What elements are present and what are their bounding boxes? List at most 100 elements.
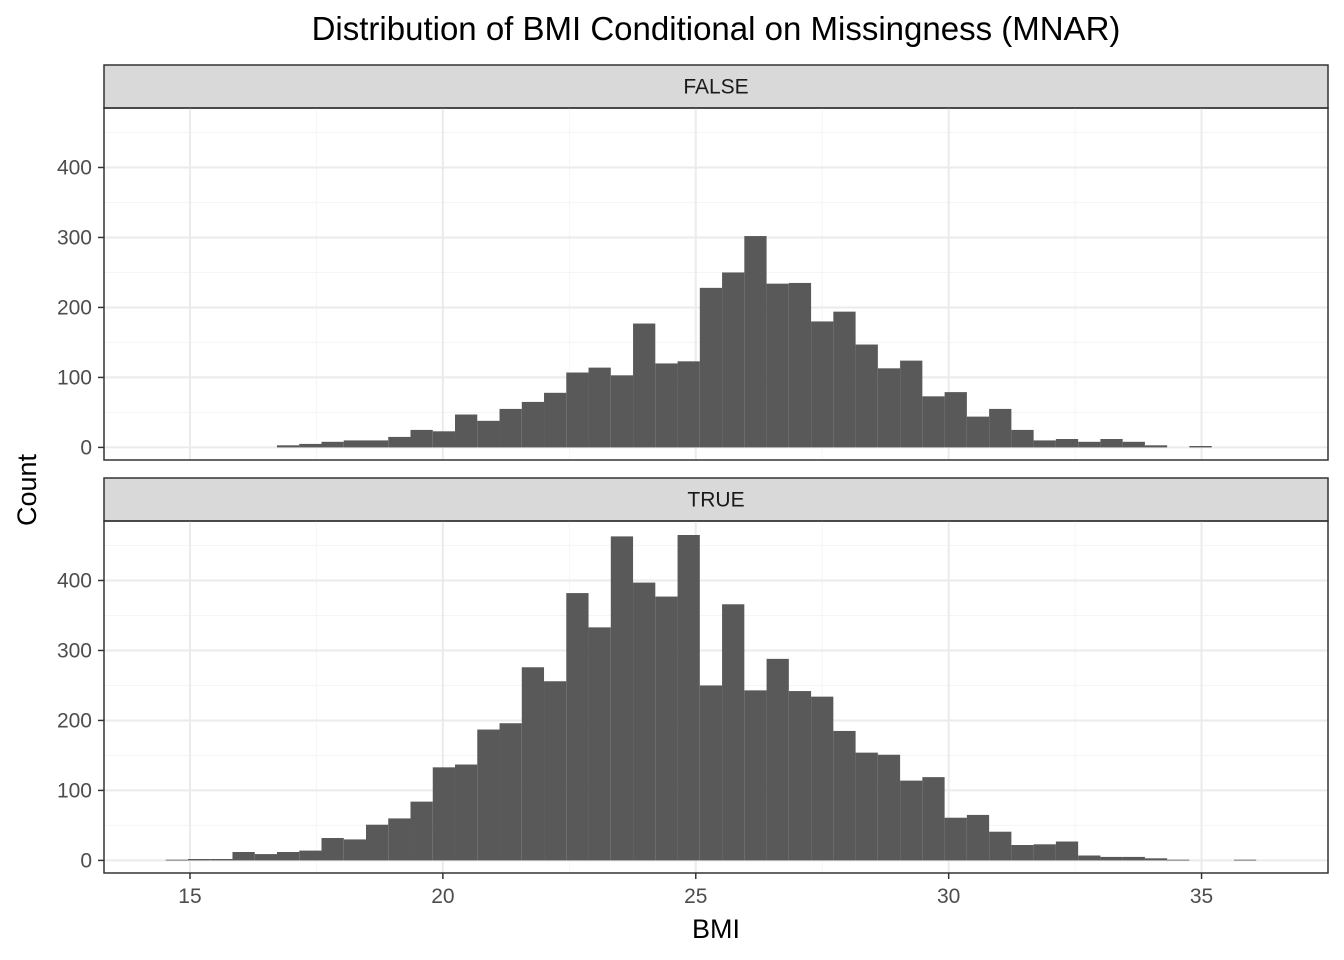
histogram-bar — [254, 854, 277, 861]
histogram-bar — [410, 429, 433, 448]
y-tick-label: 300 — [57, 226, 92, 249]
facet-strip — [103, 64, 1329, 109]
histogram-bar — [165, 859, 188, 861]
facet-strip — [103, 477, 1329, 522]
x-tick-label: 30 — [937, 885, 960, 908]
histogram-bar — [1144, 445, 1168, 448]
histogram-bar — [1055, 439, 1079, 448]
histogram-bar — [232, 852, 255, 861]
y-tick-label: 100 — [57, 366, 92, 389]
histogram-bar — [655, 596, 678, 861]
x-tick-label: 25 — [684, 885, 707, 908]
histogram-bar — [722, 604, 745, 861]
histogram-bar — [833, 311, 856, 448]
histogram-bar — [677, 534, 700, 861]
histogram-bar — [744, 236, 767, 448]
histogram-bar — [811, 696, 834, 861]
histogram-bar — [633, 323, 656, 448]
histogram-bar — [677, 361, 700, 448]
histogram-bar — [455, 414, 478, 448]
histogram-bar — [722, 272, 745, 448]
histogram-bar — [1100, 439, 1123, 448]
histogram-bar — [432, 431, 456, 448]
histogram-bar — [1122, 441, 1145, 448]
histogram-bar — [477, 729, 500, 861]
histogram-bar — [944, 392, 967, 448]
histogram-bar — [321, 441, 344, 448]
facet-strip-label: TRUE — [687, 489, 744, 512]
histogram-bar — [989, 831, 1012, 861]
histogram-bar — [299, 850, 322, 861]
y-tick-label: 100 — [57, 779, 92, 802]
histogram-bar — [766, 283, 789, 448]
histogram-bar — [432, 767, 456, 861]
histogram-bar — [1189, 446, 1212, 448]
histogram-bar — [343, 440, 366, 448]
histogram-bar — [343, 839, 366, 861]
histogram-bar — [276, 445, 300, 448]
histogram-bar — [544, 392, 567, 448]
y-tick-label: 200 — [57, 709, 92, 732]
histogram-bar — [1122, 856, 1145, 861]
y-tick-label: 400 — [57, 156, 92, 179]
y-axis-title: Count — [12, 453, 42, 526]
histogram-bar — [1011, 429, 1034, 448]
histogram-bar — [521, 401, 545, 448]
histogram-bar — [566, 372, 589, 448]
x-tick-label: 15 — [178, 885, 201, 908]
histogram-bar — [1078, 441, 1101, 448]
histogram-bar — [610, 536, 634, 861]
histogram-bar — [566, 593, 589, 861]
panel-border — [103, 520, 1329, 874]
histogram-bar — [788, 282, 812, 448]
histogram-bar — [521, 667, 545, 861]
x-tick-label: 20 — [431, 885, 454, 908]
histogram-bar — [1233, 859, 1257, 861]
histogram-bar — [811, 321, 834, 448]
histogram-bar — [900, 780, 923, 861]
y-tick-label: 200 — [57, 296, 92, 319]
histogram-bar — [1055, 841, 1079, 861]
histogram-bar — [877, 754, 901, 861]
histogram-bar — [922, 777, 945, 861]
histogram-bar — [855, 752, 878, 861]
histogram-bar — [499, 408, 522, 448]
histogram-bar — [365, 440, 389, 448]
histogram-bar — [1078, 855, 1101, 861]
histogram-bar — [588, 367, 611, 448]
histogram-bar — [210, 859, 233, 861]
histogram-bar — [455, 764, 478, 861]
histogram-bar — [477, 420, 500, 448]
histogram-bar — [633, 582, 656, 861]
histogram-bar — [276, 852, 300, 861]
facet-panels: FALSE 0 100 200 300 400 TRUE 0 100 200 300 400 — [57, 64, 1329, 874]
x-axis: 15 20 25 30 35 — [178, 873, 1213, 908]
x-axis-title: BMI — [692, 914, 740, 944]
histogram-bar — [321, 838, 344, 861]
y-tick-label: 300 — [57, 639, 92, 662]
histogram-bar — [1167, 859, 1190, 861]
histogram-bar — [922, 396, 945, 448]
histogram-bar — [699, 287, 723, 448]
x-tick-label: 35 — [1190, 885, 1213, 908]
histogram-bar — [410, 801, 433, 861]
panel-border — [103, 107, 1329, 461]
histogram-bar — [1100, 856, 1123, 861]
histogram-bar — [588, 627, 611, 861]
histogram-bar — [299, 443, 322, 448]
histogram-bar — [655, 363, 678, 448]
histogram-bar — [966, 416, 990, 448]
histogram-bar — [900, 360, 923, 448]
histogram-bar — [989, 408, 1012, 448]
histogram-bar — [365, 824, 389, 861]
histogram-bar — [187, 859, 211, 861]
histogram-bar — [1144, 858, 1168, 861]
histogram-bar — [855, 344, 878, 448]
histogram-bar — [744, 690, 767, 861]
histogram-bar — [766, 658, 789, 861]
panel-false: FALSE 0 100 200 300 400 — [57, 64, 1329, 461]
histogram-bar — [388, 436, 411, 448]
histogram-bar — [944, 817, 967, 861]
histogram-bar — [877, 368, 901, 448]
